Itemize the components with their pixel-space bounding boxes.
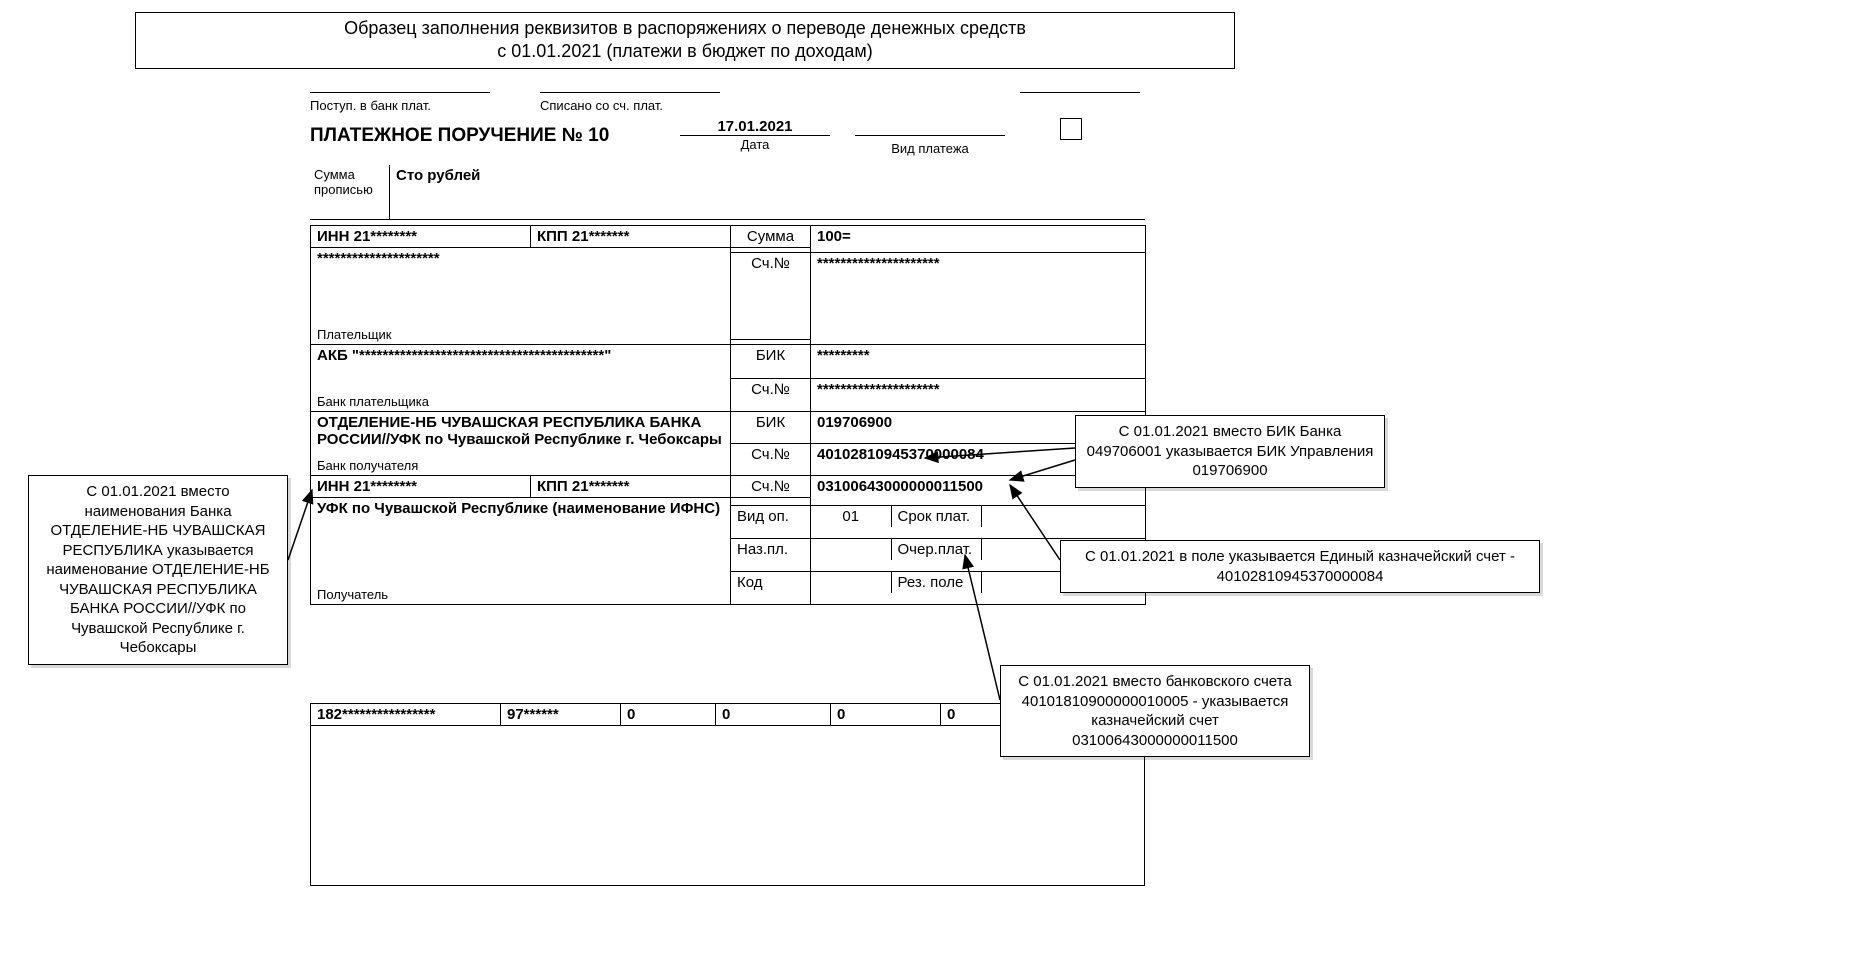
recipient-caption: Получатель xyxy=(317,587,724,602)
stamp-written-off: Списано со сч. плат. xyxy=(540,80,720,114)
header-box: Образец заполнения реквизитов в распоряж… xyxy=(135,12,1235,69)
order-date-block: 17.01.2021 Дата xyxy=(680,118,830,153)
order-title: ПЛАТЕЖНОЕ ПОРУЧЕНИЕ № 10 xyxy=(310,125,609,147)
payer-kpp: КПП 21******* xyxy=(531,226,731,248)
payer-bank-acct-label: Сч.№ xyxy=(731,378,811,412)
payer-acct-label: Сч.№ xyxy=(731,253,811,340)
payer-masked: ********************* xyxy=(317,250,724,267)
recipient-kpp: КПП 21******* xyxy=(531,476,731,498)
payer-acct-value: ********************* xyxy=(811,253,1146,345)
stamp-bank: Поступ. в банк плат. xyxy=(310,80,490,114)
payment-type-label: Вид платежа xyxy=(891,141,969,156)
naz-label: Наз.пл. xyxy=(731,538,811,571)
checkbox-block xyxy=(1060,118,1082,144)
code-1: 182**************** xyxy=(311,704,501,726)
sum-value: 100= xyxy=(811,226,1146,253)
code-2: 97****** xyxy=(501,704,621,726)
recipient-bank-name: ОТДЕЛЕНИЕ-НБ ЧУВАШСКАЯ РЕСПУБЛИКА БАНКА … xyxy=(317,414,724,448)
ocher-label: Очер.плат. xyxy=(891,539,981,560)
amount-words-row: Сумма прописью Сто рублей xyxy=(310,165,1145,220)
code-3: 0 xyxy=(621,704,716,726)
recipient-bank-caption: Банк получателя xyxy=(317,458,724,473)
srok-label: Срок плат. xyxy=(891,506,981,527)
payment-form: ИНН 21******** КПП 21******* Сумма 100= … xyxy=(310,225,1146,605)
header-line1: Образец заполнения реквизитов в распоряж… xyxy=(144,17,1226,40)
amount-words: Сто рублей xyxy=(390,165,486,219)
amount-label: Сумма прописью xyxy=(310,165,390,219)
checkbox-icon xyxy=(1060,118,1082,140)
stamp-written-off-label: Списано со сч. плат. xyxy=(540,98,663,113)
payer-caption: Плательщик xyxy=(317,327,724,342)
order-date-label: Дата xyxy=(741,137,770,152)
sum-label: Сумма xyxy=(731,226,811,248)
payer-inn: ИНН 21******** xyxy=(311,226,531,248)
callout-right-bot: С 01.01.2021 вместо банковского счета 40… xyxy=(1000,665,1310,757)
payer-bank-name: АКБ "***********************************… xyxy=(317,347,724,364)
order-date: 17.01.2021 xyxy=(680,118,830,136)
recipient-acct-label: Сч.№ xyxy=(731,476,811,498)
vid-op-label: Вид оп. xyxy=(731,505,811,538)
payer-bank-caption: Банк плательщика xyxy=(317,394,724,409)
payer-bank-bik-value: ********* xyxy=(811,345,1146,379)
stamp-extra-line xyxy=(1020,80,1140,97)
recipient-name: УФК по Чувашской Республике (наименовани… xyxy=(317,500,724,517)
recipient-bank-bik-label: БИК xyxy=(731,412,811,444)
header-line2: с 01.01.2021 (платежи в бюджет по дохода… xyxy=(144,40,1226,63)
payer-bank-bik-label: БИК xyxy=(731,345,811,379)
recipient-inn: ИНН 21******** xyxy=(311,476,531,498)
kod-label: Код xyxy=(731,571,811,604)
stamp-bank-label: Поступ. в банк плат. xyxy=(310,98,431,113)
callout-right-top: С 01.01.2021 вместо БИК Банка 049706001 … xyxy=(1075,415,1385,488)
callout-left: С 01.01.2021 вместо наименования Банка О… xyxy=(28,475,288,665)
recipient-bank-acct-label: Сч.№ xyxy=(731,444,811,476)
rez-label: Рез. поле xyxy=(891,572,981,593)
code-5: 0 xyxy=(831,704,941,726)
vid-op-value: 01 xyxy=(811,506,891,527)
callout-right-mid: С 01.01.2021 в поле указывается Единый к… xyxy=(1060,540,1540,593)
payer-bank-acct-value: ********************* xyxy=(811,378,1146,412)
code-4: 0 xyxy=(716,704,831,726)
payment-type-block: Вид платежа xyxy=(855,118,1005,157)
